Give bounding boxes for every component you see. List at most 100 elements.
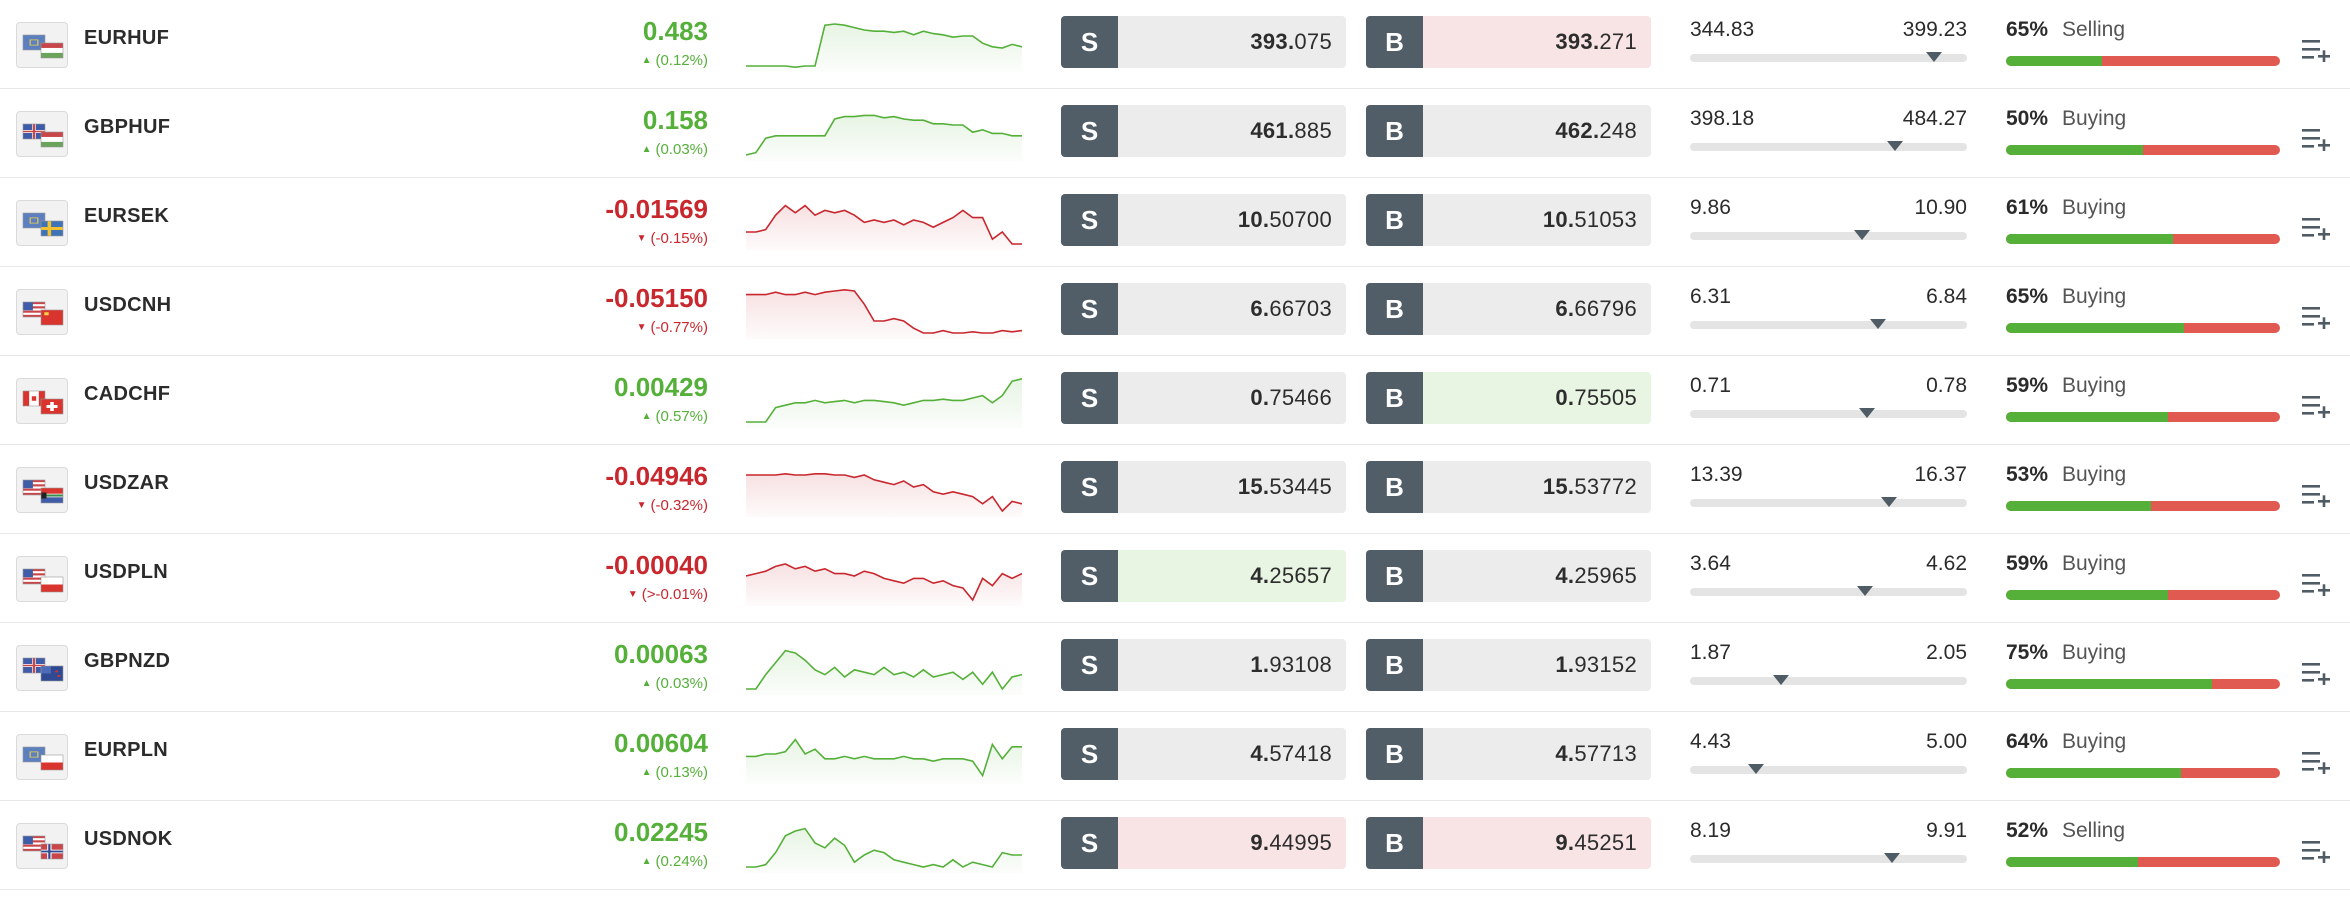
sell-price[interactable]: 10.50700	[1118, 194, 1346, 246]
sentiment-bar	[2006, 768, 2280, 778]
buy-button[interactable]: B	[1366, 728, 1423, 780]
buy-button[interactable]: B	[1366, 372, 1423, 424]
buy-button[interactable]: B	[1366, 817, 1423, 869]
sparkline-line	[746, 204, 1022, 245]
table-row[interactable]: USDCNH -0.05150 ▼ (-0.77%) S 6.66703 B 6.66796 6…	[0, 267, 2350, 356]
table-row[interactable]: USDNOK 0.02245 ▲ (0.24%) S 9.44995 B 9.45251 8.1…	[0, 801, 2350, 890]
table-row[interactable]: EURPLN 0.00604 ▲ (0.13%) S 4.57418 B 4.57713 4.4…	[0, 712, 2350, 801]
buy-button[interactable]: B	[1366, 283, 1423, 335]
instrument-symbol[interactable]: GBPNZD	[84, 650, 171, 672]
instrument-symbol[interactable]: EURHUF	[84, 27, 170, 49]
table-row[interactable]: USDZAR -0.04946 ▼ (-0.32%) S 15.53445 B 15.5377…	[0, 445, 2350, 534]
sentiment-label: Buying	[2062, 641, 2127, 664]
sell-button[interactable]: S	[1061, 817, 1118, 869]
buy-price[interactable]: 9.45251	[1423, 817, 1651, 869]
sentiment-bar	[2006, 679, 2280, 689]
instrument-symbol[interactable]: USDCNH	[84, 294, 172, 316]
sentiment-buying-fill	[2006, 145, 2143, 155]
sell-button[interactable]: S	[1061, 372, 1118, 424]
table-row[interactable]: GBPNZD 0.00063 ▲ (0.03%) S 1.93108 B 1.93152 1.8…	[0, 623, 2350, 712]
day-range-low: 1.87	[1690, 641, 1731, 664]
sell-price[interactable]: 393.075	[1118, 16, 1346, 68]
day-range-marker-icon	[1773, 675, 1790, 685]
add-to-watchlist-icon[interactable]	[2302, 305, 2332, 334]
price-change-percent: ▲ (0.13%)	[560, 764, 708, 781]
sell-price-minor: 44995	[1269, 830, 1332, 855]
buy-price[interactable]: 4.25965	[1423, 550, 1651, 602]
day-range-track	[1690, 54, 1967, 62]
sell-button[interactable]: S	[1061, 194, 1118, 246]
sell-button[interactable]: S	[1061, 16, 1118, 68]
buy-button[interactable]: B	[1366, 461, 1423, 513]
percent-value: (-0.32%)	[650, 497, 708, 514]
sell-price[interactable]: 1.93108	[1118, 639, 1346, 691]
instrument-symbol[interactable]: USDPLN	[84, 561, 169, 583]
sentiment-bar	[2006, 501, 2280, 511]
add-to-watchlist-icon[interactable]	[2302, 394, 2332, 423]
instrument-symbol[interactable]: CADCHF	[84, 383, 171, 405]
add-to-watchlist-icon[interactable]	[2302, 216, 2332, 245]
add-to-watchlist-icon[interactable]	[2302, 127, 2332, 156]
add-to-watchlist-icon[interactable]	[2302, 572, 2332, 601]
buy-button[interactable]: B	[1366, 194, 1423, 246]
buy-price[interactable]: 393.271	[1423, 16, 1651, 68]
instrument-symbol[interactable]: USDZAR	[84, 472, 170, 494]
buy-price[interactable]: 1.93152	[1423, 639, 1651, 691]
add-to-watchlist-icon[interactable]	[2302, 38, 2332, 67]
instrument-symbol[interactable]: USDNOK	[84, 828, 173, 850]
sell-price[interactable]: 15.53445	[1118, 461, 1346, 513]
sell-button[interactable]: S	[1061, 105, 1118, 157]
sell-button[interactable]: S	[1061, 639, 1118, 691]
buy-button[interactable]: B	[1366, 16, 1423, 68]
table-row[interactable]: GBPHUF 0.158 ▲ (0.03%) S 461.885 B 462.248 398.1…	[0, 89, 2350, 178]
sell-price-major: 6.	[1250, 296, 1270, 321]
sentiment-label: Buying	[2062, 552, 2127, 575]
buy-price[interactable]: 0.75505	[1423, 372, 1651, 424]
buy-price[interactable]: 4.57713	[1423, 728, 1651, 780]
table-row[interactable]: CADCHF 0.00429 ▲ (0.57%) S 0.75466 B 0.75505 0.7…	[0, 356, 2350, 445]
sell-price[interactable]: 461.885	[1118, 105, 1346, 157]
sell-button[interactable]: S	[1061, 728, 1118, 780]
add-to-watchlist-icon[interactable]	[2302, 839, 2332, 868]
add-to-watchlist-icon[interactable]	[2302, 483, 2332, 512]
instrument-symbol[interactable]: EURSEK	[84, 205, 170, 227]
day-range-marker-icon	[1748, 764, 1765, 774]
buy-price-major: 6.	[1555, 296, 1575, 321]
sentiment-percent: 75%	[2006, 641, 2049, 664]
sparkline-line	[745, 563, 1023, 602]
triangle-up-icon: ▲	[641, 856, 652, 867]
sell-price-minor: 57418	[1269, 741, 1332, 766]
buy-price[interactable]: 462.248	[1423, 105, 1651, 157]
sell-price[interactable]: 6.66703	[1118, 283, 1346, 335]
sell-button[interactable]: S	[1061, 283, 1118, 335]
buy-button[interactable]: B	[1366, 550, 1423, 602]
instrument-symbol[interactable]: EURPLN	[84, 739, 169, 761]
percent-value: (0.24%)	[655, 853, 708, 870]
buy-price[interactable]: 15.53772	[1423, 461, 1651, 513]
buy-button[interactable]: B	[1366, 105, 1423, 157]
add-to-watchlist-icon[interactable]	[2302, 661, 2332, 690]
buy-price[interactable]: 10.51053	[1423, 194, 1651, 246]
triangle-down-icon: ▼	[636, 322, 647, 333]
instrument-symbol[interactable]: GBPHUF	[84, 116, 171, 138]
sell-button[interactable]: S	[1061, 461, 1118, 513]
buy-button[interactable]: B	[1366, 639, 1423, 691]
buy-price[interactable]: 6.66796	[1423, 283, 1651, 335]
table-row[interactable]: EURSEK -0.01569 ▼ (-0.15%) S 10.50700 B 10.5105…	[0, 178, 2350, 267]
table-row[interactable]: EURHUF 0.483 ▲ (0.12%) S 393.075 B 393.271 344.8…	[0, 0, 2350, 89]
sell-button[interactable]: S	[1061, 550, 1118, 602]
sell-price[interactable]: 4.25657	[1118, 550, 1346, 602]
day-range-marker-icon	[1886, 141, 1903, 151]
sparkline-line	[746, 472, 1023, 513]
sell-price[interactable]: 9.44995	[1118, 817, 1346, 869]
sell-price[interactable]: 4.57418	[1118, 728, 1346, 780]
add-to-watchlist-icon[interactable]	[2302, 750, 2332, 779]
table-row[interactable]: USDPLN -0.00040 ▼ (>-0.01%) S 4.25657 B 4.25965…	[0, 534, 2350, 623]
buy-price-minor: 271	[1599, 29, 1637, 54]
sell-price-minor: 075	[1294, 29, 1332, 54]
sell-price[interactable]: 0.75466	[1118, 372, 1346, 424]
buy-price-major: 15.	[1542, 474, 1575, 499]
day-range-low: 6.31	[1690, 285, 1731, 308]
percent-value: (0.03%)	[655, 141, 708, 158]
